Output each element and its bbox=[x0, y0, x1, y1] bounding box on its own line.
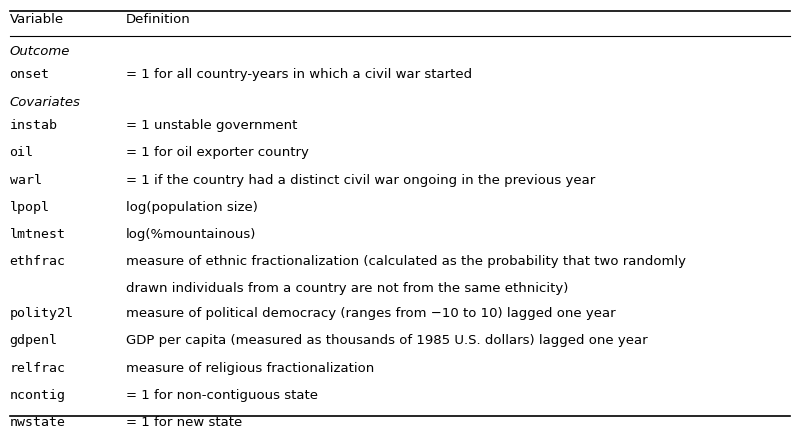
Text: ethfrac: ethfrac bbox=[10, 255, 65, 268]
Text: = 1 unstable government: = 1 unstable government bbox=[126, 119, 298, 132]
Text: = 1 for all country-years in which a civil war started: = 1 for all country-years in which a civ… bbox=[126, 68, 472, 81]
Text: relfrac: relfrac bbox=[10, 362, 65, 374]
Text: = 1 for non-contiguous state: = 1 for non-contiguous state bbox=[126, 389, 318, 402]
Text: instab: instab bbox=[10, 119, 57, 132]
Text: lmtnest: lmtnest bbox=[10, 228, 65, 241]
Text: GDP per capita (measured as thousands of 1985 U.S. dollars) lagged one year: GDP per capita (measured as thousands of… bbox=[126, 335, 648, 348]
Text: measure of ethnic fractionalization (calculated as the probability that two rand: measure of ethnic fractionalization (cal… bbox=[126, 255, 686, 268]
Text: log(%mountainous): log(%mountainous) bbox=[126, 228, 256, 241]
Text: Covariates: Covariates bbox=[10, 96, 81, 109]
Text: oil: oil bbox=[10, 146, 34, 159]
Text: onset: onset bbox=[10, 68, 49, 81]
Text: lpopl: lpopl bbox=[10, 201, 49, 214]
Text: ncontig: ncontig bbox=[10, 389, 65, 402]
Text: gdpenl: gdpenl bbox=[10, 335, 57, 348]
Text: log(population size): log(population size) bbox=[126, 201, 258, 214]
Text: Definition: Definition bbox=[126, 13, 191, 26]
Text: measure of religious fractionalization: measure of religious fractionalization bbox=[126, 362, 374, 374]
Text: measure of political democracy (ranges from −10 to 10) lagged one year: measure of political democracy (ranges f… bbox=[126, 307, 616, 320]
Text: Outcome: Outcome bbox=[10, 45, 70, 58]
Text: warl: warl bbox=[10, 174, 41, 187]
Text: Variable: Variable bbox=[10, 13, 64, 26]
Text: = 1 for new state: = 1 for new state bbox=[126, 416, 243, 428]
Text: polity2l: polity2l bbox=[10, 307, 73, 320]
Text: = 1 if the country had a distinct civil war ongoing in the previous year: = 1 if the country had a distinct civil … bbox=[126, 174, 595, 187]
Text: drawn individuals from a country are not from the same ethnicity): drawn individuals from a country are not… bbox=[126, 282, 568, 295]
Text: nwstate: nwstate bbox=[10, 416, 65, 428]
Text: = 1 for oil exporter country: = 1 for oil exporter country bbox=[126, 146, 309, 159]
